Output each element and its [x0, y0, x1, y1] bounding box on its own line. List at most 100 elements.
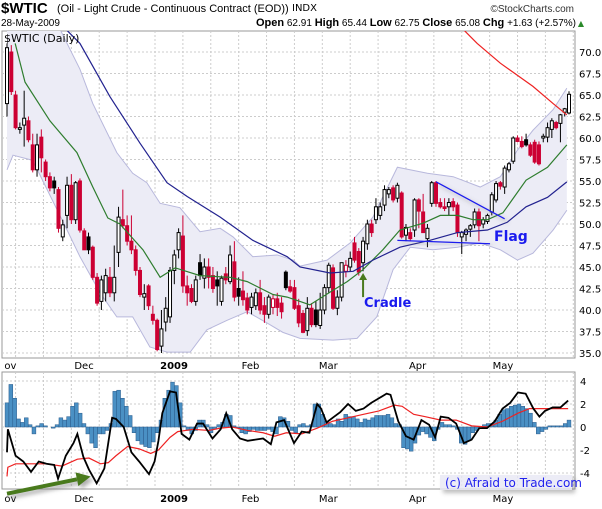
candle-body — [305, 307, 310, 332]
indicator-tick-label: -2 — [580, 446, 590, 457]
date-axis-label: ov — [4, 361, 16, 372]
histogram-bar — [289, 426, 295, 431]
histogram-bar — [566, 419, 572, 428]
candlestick — [412, 198, 417, 237]
candlestick — [532, 139, 537, 164]
date-axis-label: Mar — [319, 494, 339, 505]
candlestick — [476, 208, 481, 242]
candle-body — [322, 287, 327, 311]
date-axis-label: Apr — [409, 361, 427, 372]
histogram-bar — [374, 415, 379, 428]
candle-body — [536, 144, 541, 165]
histogram-bar — [297, 424, 302, 428]
candlestick — [129, 215, 134, 255]
candlestick — [536, 141, 541, 166]
histogram-bar — [8, 384, 14, 428]
candlestick — [335, 290, 340, 316]
divergence-arrow — [6, 472, 91, 496]
candle-body — [318, 309, 323, 326]
histogram-bar — [451, 425, 456, 428]
histogram-bar — [97, 426, 102, 435]
candle-body — [206, 266, 211, 278]
candlestick — [210, 267, 215, 293]
price-tick-label: 70.0 — [579, 48, 601, 59]
candle-body — [425, 227, 430, 240]
candle-body — [408, 232, 413, 240]
date-axis-label: 2009 — [160, 361, 188, 372]
histogram-bar — [466, 426, 472, 442]
candlestick — [39, 129, 44, 173]
candle-body — [451, 201, 456, 208]
candle-body — [47, 176, 52, 189]
candlestick — [554, 120, 559, 130]
candle-body — [373, 206, 378, 221]
candlestick — [403, 224, 408, 242]
candlestick — [253, 288, 258, 310]
candle-body — [193, 279, 198, 302]
candle-body — [163, 307, 168, 323]
high-label: High — [314, 17, 340, 29]
candle-body — [283, 271, 288, 289]
price-tick-label: 52.5 — [579, 199, 601, 210]
candle-body — [301, 312, 306, 333]
candle-body — [232, 261, 237, 298]
candle-body — [146, 285, 151, 307]
candle-body — [378, 206, 383, 216]
exchange-label: INDX — [292, 3, 317, 14]
candle-body — [258, 292, 263, 311]
price-tick-label: 57.5 — [579, 156, 601, 167]
histogram-bar — [424, 426, 429, 435]
candle-body — [442, 206, 447, 210]
candlestick — [26, 116, 31, 143]
candle-body — [545, 127, 550, 138]
date-axis-label: Apr — [409, 494, 427, 505]
candlestick — [373, 198, 378, 224]
price-tick-label: 37.5 — [579, 328, 601, 339]
histogram-bar — [170, 381, 175, 428]
triangle-up-icon: ▲ — [577, 19, 584, 28]
close-label: Close — [422, 17, 453, 29]
candlestick — [249, 292, 254, 315]
histogram-bar — [389, 417, 395, 428]
candle-body — [9, 51, 14, 93]
candlestick — [219, 275, 224, 306]
candle-body — [35, 144, 40, 171]
candlestick — [545, 122, 550, 143]
candlestick — [240, 271, 245, 306]
candle-body — [198, 262, 203, 277]
candle-body — [395, 184, 400, 199]
candle-body — [56, 189, 61, 229]
histogram-bar — [501, 409, 506, 428]
candle-body — [43, 161, 48, 178]
candlestick — [322, 284, 327, 315]
candlestick — [5, 43, 9, 117]
candle-body — [502, 167, 507, 188]
candle-body — [446, 202, 451, 208]
candlestick — [292, 279, 297, 310]
candlestick — [258, 279, 263, 315]
candlestick — [288, 279, 293, 293]
candle-body — [150, 313, 155, 321]
histogram-bar — [520, 406, 525, 428]
candle-body — [343, 264, 348, 272]
candle-body — [249, 296, 254, 308]
candlestick — [558, 113, 563, 143]
candle-body — [82, 230, 87, 251]
candlestick — [391, 185, 396, 203]
histogram-bar — [366, 419, 372, 428]
candlestick — [133, 245, 138, 276]
candlestick — [266, 294, 271, 319]
candle-body — [511, 137, 516, 162]
candlestick — [283, 270, 288, 291]
date-axis-label: Feb — [242, 361, 260, 372]
candle-body — [180, 235, 185, 287]
candlestick — [73, 181, 78, 224]
histogram-bar — [58, 417, 64, 428]
candlestick — [56, 187, 61, 233]
candlestick — [279, 297, 284, 319]
candle-body — [339, 262, 344, 298]
candlestick — [386, 187, 391, 199]
candle-body — [270, 298, 275, 308]
candle-body — [288, 286, 293, 292]
candle-body — [60, 224, 65, 238]
